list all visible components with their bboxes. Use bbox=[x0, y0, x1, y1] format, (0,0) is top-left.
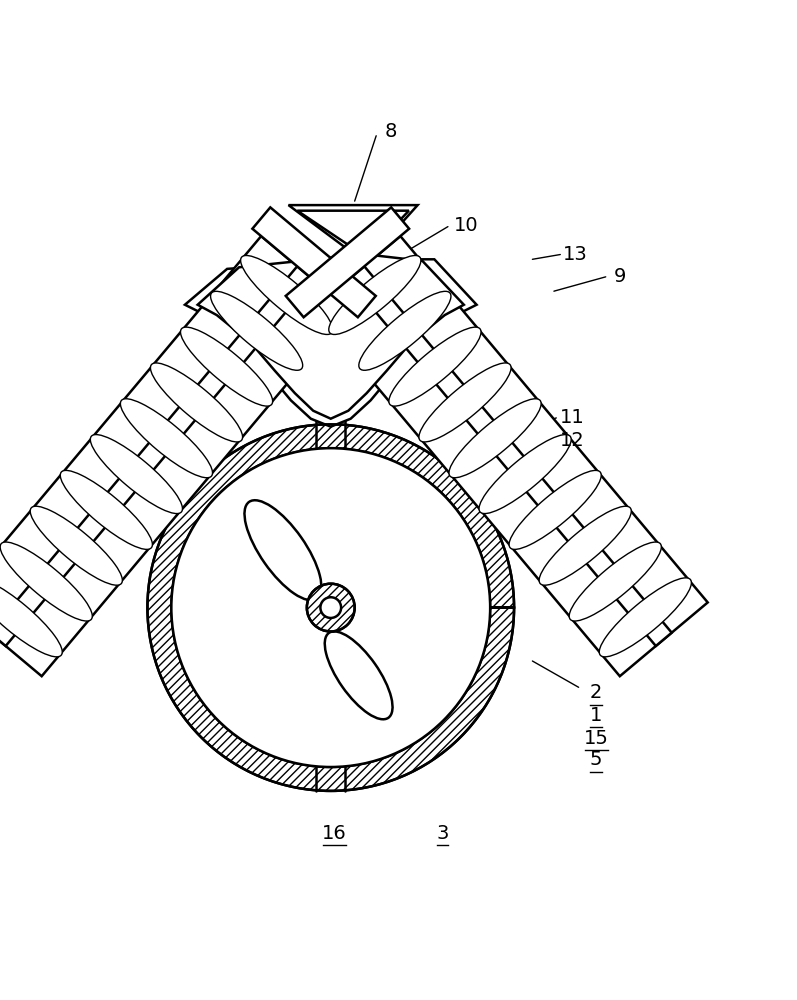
Text: 5: 5 bbox=[590, 750, 603, 769]
Text: 1: 1 bbox=[590, 706, 603, 725]
Ellipse shape bbox=[241, 255, 332, 334]
Polygon shape bbox=[285, 207, 409, 317]
Ellipse shape bbox=[30, 506, 123, 585]
Circle shape bbox=[307, 584, 355, 632]
Text: 13: 13 bbox=[563, 245, 588, 264]
Ellipse shape bbox=[0, 578, 62, 657]
Text: 10: 10 bbox=[454, 216, 478, 235]
Polygon shape bbox=[185, 259, 477, 427]
Text: 8: 8 bbox=[384, 122, 397, 141]
Text: 12: 12 bbox=[559, 431, 585, 450]
Circle shape bbox=[320, 597, 341, 618]
Text: 15: 15 bbox=[583, 729, 609, 748]
Circle shape bbox=[171, 448, 490, 767]
Text: 9: 9 bbox=[614, 267, 626, 286]
Polygon shape bbox=[0, 266, 313, 646]
Ellipse shape bbox=[599, 578, 691, 657]
Ellipse shape bbox=[509, 470, 601, 549]
Ellipse shape bbox=[120, 399, 213, 478]
Ellipse shape bbox=[479, 435, 571, 514]
Ellipse shape bbox=[359, 291, 451, 370]
Ellipse shape bbox=[539, 506, 631, 585]
Ellipse shape bbox=[151, 363, 242, 442]
Ellipse shape bbox=[329, 255, 421, 334]
Ellipse shape bbox=[389, 327, 481, 406]
Polygon shape bbox=[297, 211, 409, 255]
Ellipse shape bbox=[324, 631, 393, 719]
Text: 3: 3 bbox=[436, 824, 449, 843]
Polygon shape bbox=[147, 424, 514, 791]
Polygon shape bbox=[312, 236, 708, 676]
Polygon shape bbox=[0, 236, 349, 676]
Ellipse shape bbox=[90, 435, 183, 514]
Text: 2: 2 bbox=[590, 683, 603, 702]
Polygon shape bbox=[348, 266, 672, 646]
Ellipse shape bbox=[449, 399, 541, 478]
Polygon shape bbox=[198, 255, 464, 419]
Polygon shape bbox=[253, 207, 376, 317]
Polygon shape bbox=[289, 205, 418, 259]
Text: 16: 16 bbox=[322, 824, 347, 843]
Ellipse shape bbox=[245, 500, 321, 600]
Ellipse shape bbox=[569, 542, 662, 621]
Ellipse shape bbox=[180, 327, 273, 406]
Ellipse shape bbox=[0, 542, 92, 621]
Ellipse shape bbox=[61, 470, 152, 549]
Ellipse shape bbox=[419, 363, 511, 442]
Ellipse shape bbox=[210, 291, 303, 370]
Text: 11: 11 bbox=[559, 408, 585, 427]
